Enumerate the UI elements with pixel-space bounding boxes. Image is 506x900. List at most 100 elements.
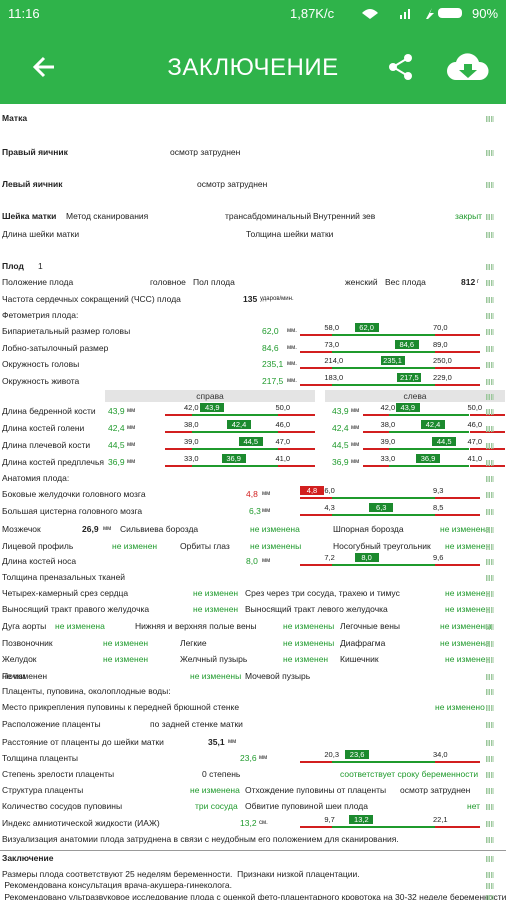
field-text: Отхождение пуповины от плаценты <box>245 785 387 795</box>
field-text: см. <box>259 820 268 826</box>
field-text: Окружность головы <box>2 359 80 369</box>
row-indicator <box>486 559 494 565</box>
range-gauge: 42,0 50,0 43,9 <box>363 403 505 419</box>
range-low-bar <box>363 414 389 416</box>
range-min: 7,2 <box>324 553 335 562</box>
field-text: не изменен <box>103 638 149 648</box>
row-indicator <box>486 443 494 449</box>
range-value: 43,9 <box>200 403 225 412</box>
field-text: не изменено <box>435 702 485 712</box>
field-text: не изменен <box>445 654 491 664</box>
range-gauge: 214,0 250,0 235,1 <box>300 356 480 372</box>
range-normal-bar <box>332 334 435 336</box>
range-min: 42,0 <box>380 403 396 412</box>
field-text: мм <box>127 425 136 431</box>
range-min: 38,0 <box>184 420 199 429</box>
share-button[interactable] <box>386 52 416 82</box>
field-text: не изменен <box>283 654 329 664</box>
row-indicator <box>486 705 494 711</box>
range-normal-bar <box>332 514 435 516</box>
field-text: Длина бедренной кости <box>2 406 96 416</box>
field-text: мм <box>351 459 360 465</box>
row-indicator <box>486 756 494 762</box>
row-indicator <box>486 740 494 746</box>
field-text: Шейка матки <box>2 211 57 221</box>
row-indicator <box>486 150 494 156</box>
field-text: Позвоночник <box>2 638 53 648</box>
field-text: Вес плода <box>385 277 426 287</box>
range-normal-bar <box>332 367 435 369</box>
field-text: Место прикрепления пуповины к передней б… <box>2 702 240 712</box>
range-value: 235,1 <box>380 356 405 365</box>
field-text: не изменена <box>440 638 490 648</box>
field-text: не изменена <box>440 524 490 534</box>
range-max: 229,0 <box>433 373 452 382</box>
field-text: мм <box>351 408 360 414</box>
field-text: Орбиты глаз <box>180 541 230 551</box>
field-text: не изменен <box>193 604 239 614</box>
field-text: 23,6 <box>240 753 257 763</box>
field-text: Длина костей предплечья <box>2 457 104 467</box>
field-text: Кишечник <box>340 654 379 664</box>
range-high-bar <box>435 826 480 828</box>
range-max: 70,0 <box>433 323 448 332</box>
range-high-bar <box>277 414 315 416</box>
field-text: Правый яичник <box>2 147 68 157</box>
field-text: Четырех-камерный срез сердца <box>2 588 129 598</box>
row-indicator <box>486 346 494 352</box>
range-value: 42,4 <box>421 420 446 429</box>
field-text: Почки <box>2 671 26 681</box>
range-max: 89,0 <box>433 340 448 349</box>
row-indicator <box>486 362 494 368</box>
field-text: Степень зрелости плаценты <box>2 769 115 779</box>
range-gauge: 33,0 41,0 36,9 <box>165 454 315 470</box>
field-text: 84,6 <box>262 343 279 353</box>
range-value: 6,3 <box>369 503 394 512</box>
field-text: 35,1 <box>208 737 225 747</box>
download-button[interactable] <box>446 50 490 84</box>
range-min: 73,0 <box>324 340 339 349</box>
field-text: 217,5 <box>262 376 284 386</box>
field-text: мм <box>259 755 268 761</box>
range-normal-bar <box>332 384 435 386</box>
range-high-bar <box>435 761 480 763</box>
range-value: 8,0 <box>354 553 379 562</box>
row-indicator <box>486 544 494 550</box>
field-text: Носогубный треугольник <box>333 541 431 551</box>
field-text: 4,8 <box>246 489 258 499</box>
back-button[interactable] <box>30 52 60 82</box>
range-low-bar <box>300 384 333 386</box>
field-text: Желудок <box>2 654 37 664</box>
field-text: Пол плода <box>193 277 235 287</box>
range-normal-bar <box>388 448 470 450</box>
row-indicator <box>486 509 494 515</box>
range-normal-bar <box>388 465 470 467</box>
range-min: 4,3 <box>324 503 335 512</box>
field-text: осмотр затруднен <box>170 147 241 157</box>
field-text: Положение плода <box>2 277 74 287</box>
field-text: Метод сканирования <box>66 211 149 221</box>
field-text: мм <box>262 491 271 497</box>
field-text: осмотр затруднен <box>400 785 471 795</box>
field-text: Индекс амниотической жидкости (ИАЖ) <box>2 818 160 828</box>
range-normal-bar <box>332 761 435 763</box>
field-text: осмотр затруднен <box>197 179 268 189</box>
row-indicator <box>486 872 494 878</box>
range-value: 23,6 <box>345 750 370 759</box>
row-indicator <box>486 895 494 900</box>
field-text: не изменен <box>103 654 149 664</box>
field-text: Анатомия плода: <box>2 473 70 483</box>
field-text: не изменен <box>193 588 239 598</box>
field-text: 13,2 <box>240 818 257 828</box>
range-min: 9,7 <box>324 815 335 824</box>
range-min: 39,0 <box>184 437 199 446</box>
range-max: 22,1 <box>433 815 448 824</box>
range-high-bar <box>277 431 315 433</box>
field-text: мм <box>127 459 136 465</box>
row-indicator <box>486 804 494 810</box>
range-low-bar <box>363 448 389 450</box>
range-min: 6,0 <box>324 486 335 495</box>
field-text: Легочные вены <box>340 621 401 631</box>
field-text: Обвитие пуповиной шеи плода <box>245 801 368 811</box>
range-low-bar <box>300 761 333 763</box>
